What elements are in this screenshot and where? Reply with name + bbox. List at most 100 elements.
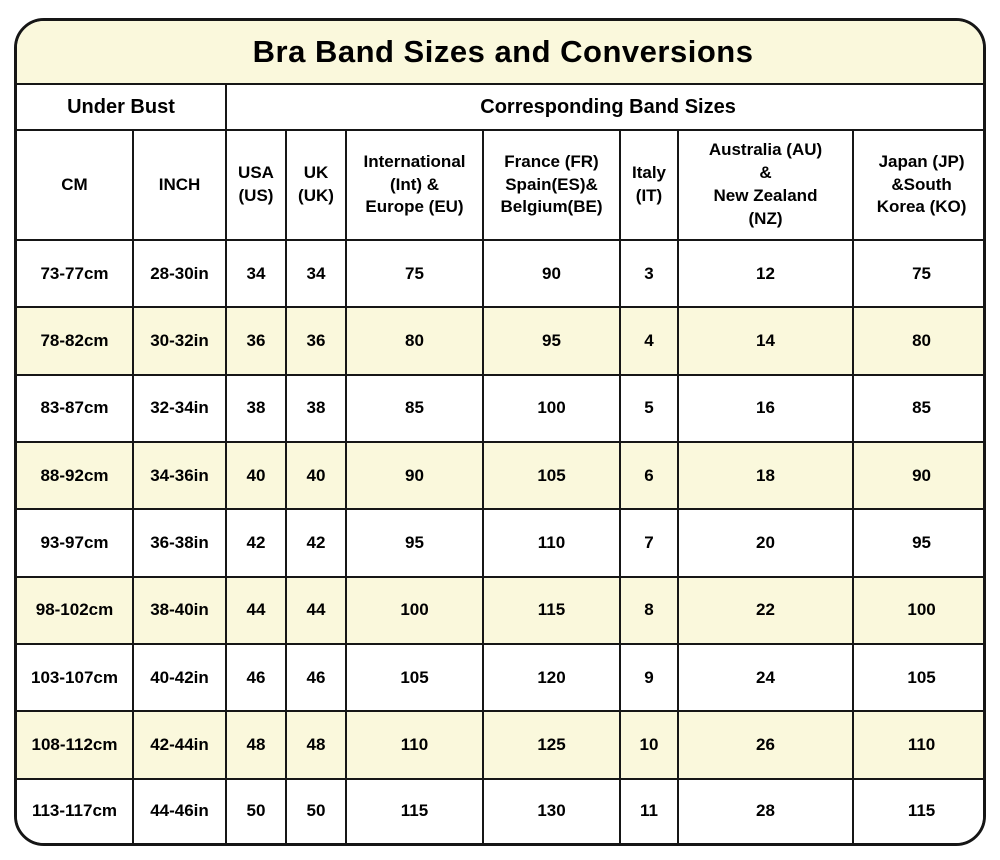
table-row: 83-87cm 32-34in 38 38 85 100 5 16 85 <box>17 373 983 443</box>
table-cell: 110 <box>851 710 983 780</box>
table-cell: 125 <box>482 710 621 780</box>
table-cell: 80 <box>345 306 484 376</box>
table-row: 88-92cm 34-36in 40 40 90 105 6 18 90 <box>17 440 983 511</box>
table-cell: 28-30in <box>132 238 227 309</box>
table-row: 78-82cm 30-32in 36 36 80 95 4 14 80 <box>17 306 983 376</box>
table-cell: 130 <box>482 777 621 843</box>
table-cell: 40-42in <box>132 642 227 713</box>
table-cell: 75 <box>851 238 983 309</box>
table-cell: 18 <box>677 440 854 511</box>
column-header-international-europe: International (Int) & Europe (EU) <box>345 129 484 241</box>
table-cell: 95 <box>482 306 621 376</box>
table-cell: 85 <box>345 373 484 443</box>
column-header-france-spain-belgium: France (FR) Spain(ES)& Belgium(BE) <box>482 129 621 241</box>
table-cell: 90 <box>345 440 484 511</box>
column-header-usa: USA (US) <box>225 129 287 241</box>
table-cell: 30-32in <box>132 306 227 376</box>
group-header-row: Under Bust Corresponding Band Sizes <box>17 83 983 131</box>
table-cell: 12 <box>677 238 854 309</box>
table-cell: 113-117cm <box>17 777 134 843</box>
table-row: 98-102cm 38-40in 44 44 100 115 8 22 100 <box>17 575 983 645</box>
table-cell: 115 <box>482 575 621 645</box>
table-cell: 36 <box>225 306 287 376</box>
table-row: 108-112cm 42-44in 48 48 110 125 10 26 110 <box>17 710 983 780</box>
table-cell: 26 <box>677 710 854 780</box>
table-cell: 105 <box>851 642 983 713</box>
column-header-australia-newzealand: Australia (AU) & New Zealand (NZ) <box>677 129 854 241</box>
column-header-italy: Italy (IT) <box>619 129 679 241</box>
table-cell: 10 <box>619 710 679 780</box>
table-cell: 105 <box>482 440 621 511</box>
table-cell: 42 <box>285 508 347 578</box>
table-cell: 83-87cm <box>17 373 134 443</box>
table-cell: 32-34in <box>132 373 227 443</box>
table-cell: 115 <box>345 777 484 843</box>
table-cell: 20 <box>677 508 854 578</box>
table-cell: 24 <box>677 642 854 713</box>
table-cell: 50 <box>225 777 287 843</box>
table-cell: 110 <box>345 710 484 780</box>
table-cell: 95 <box>851 508 983 578</box>
table-row: 73-77cm 28-30in 34 34 75 90 3 12 75 <box>17 238 983 309</box>
table-cell: 100 <box>482 373 621 443</box>
table-cell: 103-107cm <box>17 642 134 713</box>
table-cell: 34 <box>285 238 347 309</box>
table-cell: 36-38in <box>132 508 227 578</box>
table-cell: 34-36in <box>132 440 227 511</box>
table-cell: 36 <box>285 306 347 376</box>
table-cell: 38 <box>285 373 347 443</box>
table-cell: 8 <box>619 575 679 645</box>
table-cell: 46 <box>225 642 287 713</box>
table-cell: 108-112cm <box>17 710 134 780</box>
column-header-japan-southkorea: Japan (JP) &South Korea (KO) <box>851 129 983 241</box>
table-cell: 110 <box>482 508 621 578</box>
table-cell: 73-77cm <box>17 238 134 309</box>
table-cell: 93-97cm <box>17 508 134 578</box>
table-cell: 44-46in <box>132 777 227 843</box>
size-conversion-panel: Bra Band Sizes and Conversions Under Bus… <box>14 18 986 846</box>
table-cell: 48 <box>285 710 347 780</box>
table-cell: 34 <box>225 238 287 309</box>
table-cell: 75 <box>345 238 484 309</box>
table-cell: 88-92cm <box>17 440 134 511</box>
table-cell: 46 <box>285 642 347 713</box>
table-cell: 48 <box>225 710 287 780</box>
column-header-uk: UK (UK) <box>285 129 347 241</box>
table-cell: 85 <box>851 373 983 443</box>
column-header-inch: INCH <box>132 129 227 241</box>
table-cell: 44 <box>225 575 287 645</box>
table-row: 93-97cm 36-38in 42 42 95 110 7 20 95 <box>17 508 983 578</box>
group-header-under-bust: Under Bust <box>17 83 227 131</box>
table-row: 113-117cm 44-46in 50 50 115 130 11 28 115 <box>17 777 983 843</box>
table-cell: 5 <box>619 373 679 443</box>
table-cell: 40 <box>225 440 287 511</box>
table-cell: 6 <box>619 440 679 511</box>
table-cell: 98-102cm <box>17 575 134 645</box>
page-title: Bra Band Sizes and Conversions <box>17 21 983 85</box>
table-cell: 95 <box>345 508 484 578</box>
column-header-row: CM INCH USA (US) UK (UK) International (… <box>17 129 983 241</box>
table-cell: 44 <box>285 575 347 645</box>
table-cell: 28 <box>677 777 854 843</box>
table-body: 73-77cm 28-30in 34 34 75 90 3 12 75 78-82cm 30-32i… <box>17 238 983 843</box>
table-cell: 50 <box>285 777 347 843</box>
conversion-table: Bra Band Sizes and Conversions Under Bus… <box>17 21 983 843</box>
group-header-band-sizes: Corresponding Band Sizes <box>224 83 983 131</box>
table-cell: 100 <box>345 575 484 645</box>
table-cell: 105 <box>345 642 484 713</box>
table-cell: 42-44in <box>132 710 227 780</box>
column-header-cm: CM <box>17 129 134 241</box>
table-cell: 42 <box>225 508 287 578</box>
table-cell: 78-82cm <box>17 306 134 376</box>
table-cell: 38-40in <box>132 575 227 645</box>
table-cell: 115 <box>851 777 983 843</box>
table-cell: 11 <box>619 777 679 843</box>
table-cell: 38 <box>225 373 287 443</box>
table-cell: 40 <box>285 440 347 511</box>
table-cell: 14 <box>677 306 854 376</box>
table-cell: 80 <box>851 306 983 376</box>
table-cell: 100 <box>851 575 983 645</box>
title-row: Bra Band Sizes and Conversions <box>17 21 983 85</box>
table-cell: 90 <box>482 238 621 309</box>
table-cell: 3 <box>619 238 679 309</box>
